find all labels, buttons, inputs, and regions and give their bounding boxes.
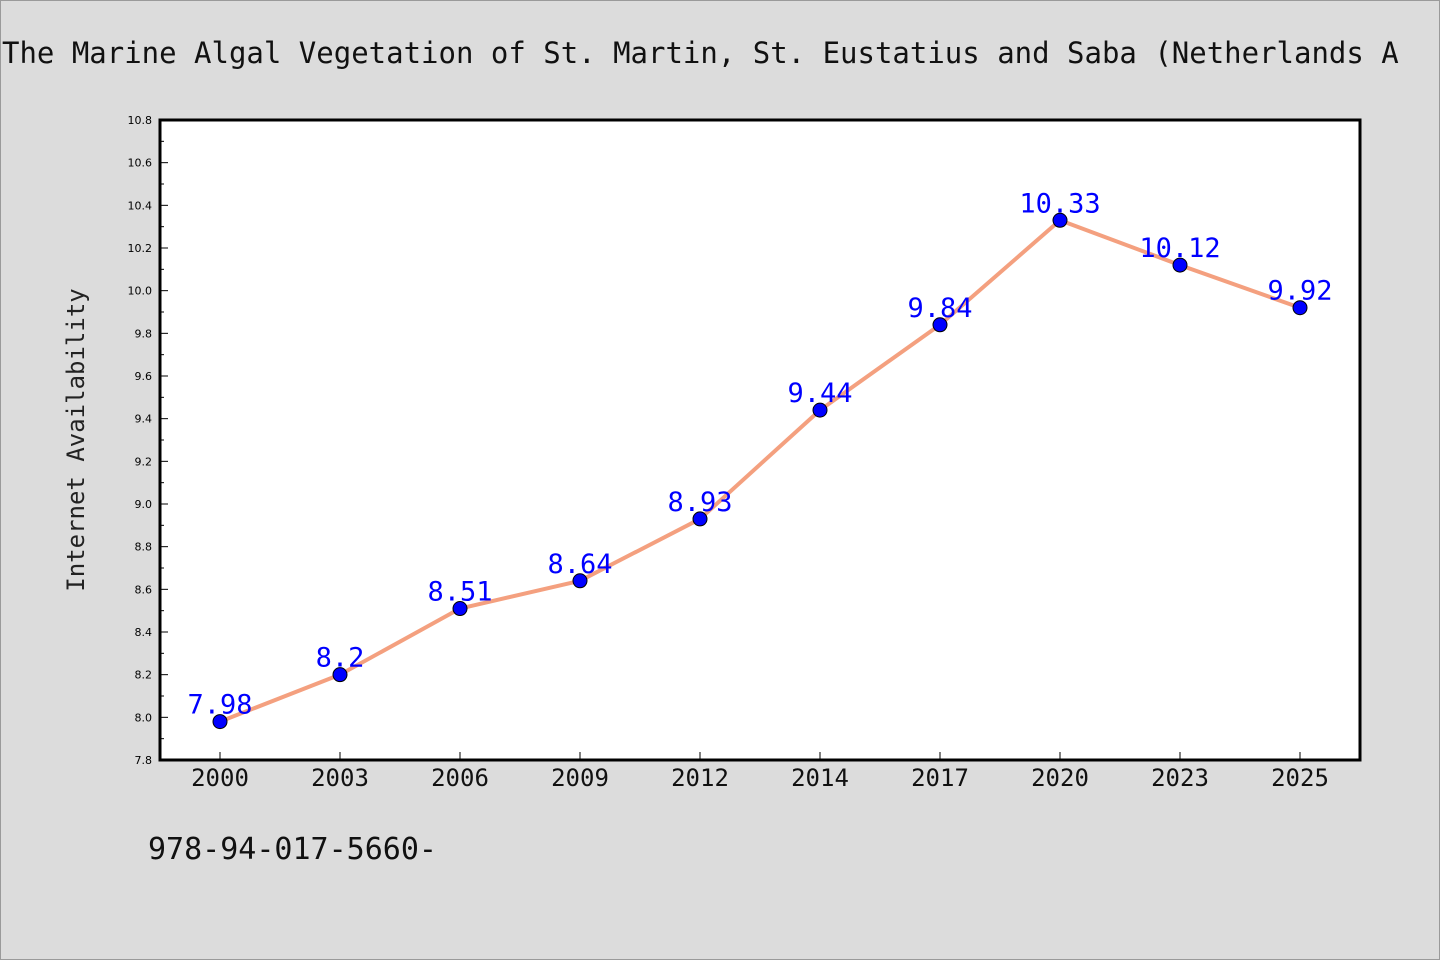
data-label: 8.2 — [316, 643, 365, 674]
y-tick-label: 9.4 — [135, 413, 153, 426]
y-tick-label: 10.6 — [128, 157, 153, 170]
data-point — [212, 714, 228, 730]
data-label: 10.12 — [1139, 233, 1220, 264]
y-axis-label: Internet Availability — [62, 288, 90, 591]
data-label: 9.44 — [787, 378, 852, 409]
y-tick-label: 9.6 — [135, 370, 153, 383]
data-point — [572, 573, 588, 589]
plot-area — [158, 118, 1362, 762]
y-tick-label: 9.8 — [135, 327, 153, 340]
isbn-text: 978-94-017-5660- — [148, 832, 437, 867]
data-label: 8.93 — [667, 487, 732, 518]
data-point — [1052, 212, 1068, 228]
x-tick-label: 2006 — [431, 764, 489, 792]
y-tick-label: 9.0 — [135, 498, 153, 511]
data-label: 8.51 — [427, 577, 492, 608]
data-label: 9.84 — [907, 293, 972, 324]
y-tick-label: 9.2 — [135, 455, 153, 468]
y-tick-label: 8.8 — [135, 541, 153, 554]
data-label: 7.98 — [187, 690, 252, 721]
y-tick-label: 10.4 — [128, 199, 153, 212]
data-point — [692, 511, 708, 527]
data-point — [932, 317, 948, 333]
x-tick-label: 2003 — [311, 764, 369, 792]
data-label: 8.64 — [547, 549, 612, 580]
y-tick-label: 8.4 — [135, 626, 153, 639]
data-label: 9.92 — [1267, 276, 1332, 307]
chart-title: The Marine Algal Vegetation of St. Marti… — [2, 36, 1399, 70]
data-point — [332, 667, 348, 683]
x-tick-label: 2017 — [911, 764, 969, 792]
y-tick-label: 10.0 — [128, 285, 153, 298]
y-tick-label: 8.0 — [135, 711, 153, 724]
y-tick-label: 10.8 — [128, 114, 153, 127]
data-label: 10.33 — [1019, 188, 1100, 219]
x-tick-label: 2014 — [791, 764, 849, 792]
y-tick-label: 10.2 — [128, 242, 153, 255]
series-line — [219, 218, 1301, 724]
x-tick-label: 2020 — [1031, 764, 1089, 792]
x-tick-label: 2023 — [1151, 764, 1209, 792]
y-tick-label: 7.8 — [135, 754, 153, 767]
x-tick-label: 2025 — [1271, 764, 1329, 792]
x-tick-label: 2012 — [671, 764, 729, 792]
data-point — [452, 601, 468, 617]
data-point — [812, 402, 828, 418]
x-tick-label: 2009 — [551, 764, 609, 792]
data-point — [1172, 257, 1188, 273]
y-tick-label: 8.2 — [135, 669, 153, 682]
y-tick-label: 8.6 — [135, 583, 153, 596]
x-tick-label: 2000 — [191, 764, 249, 792]
data-point — [1292, 300, 1308, 316]
